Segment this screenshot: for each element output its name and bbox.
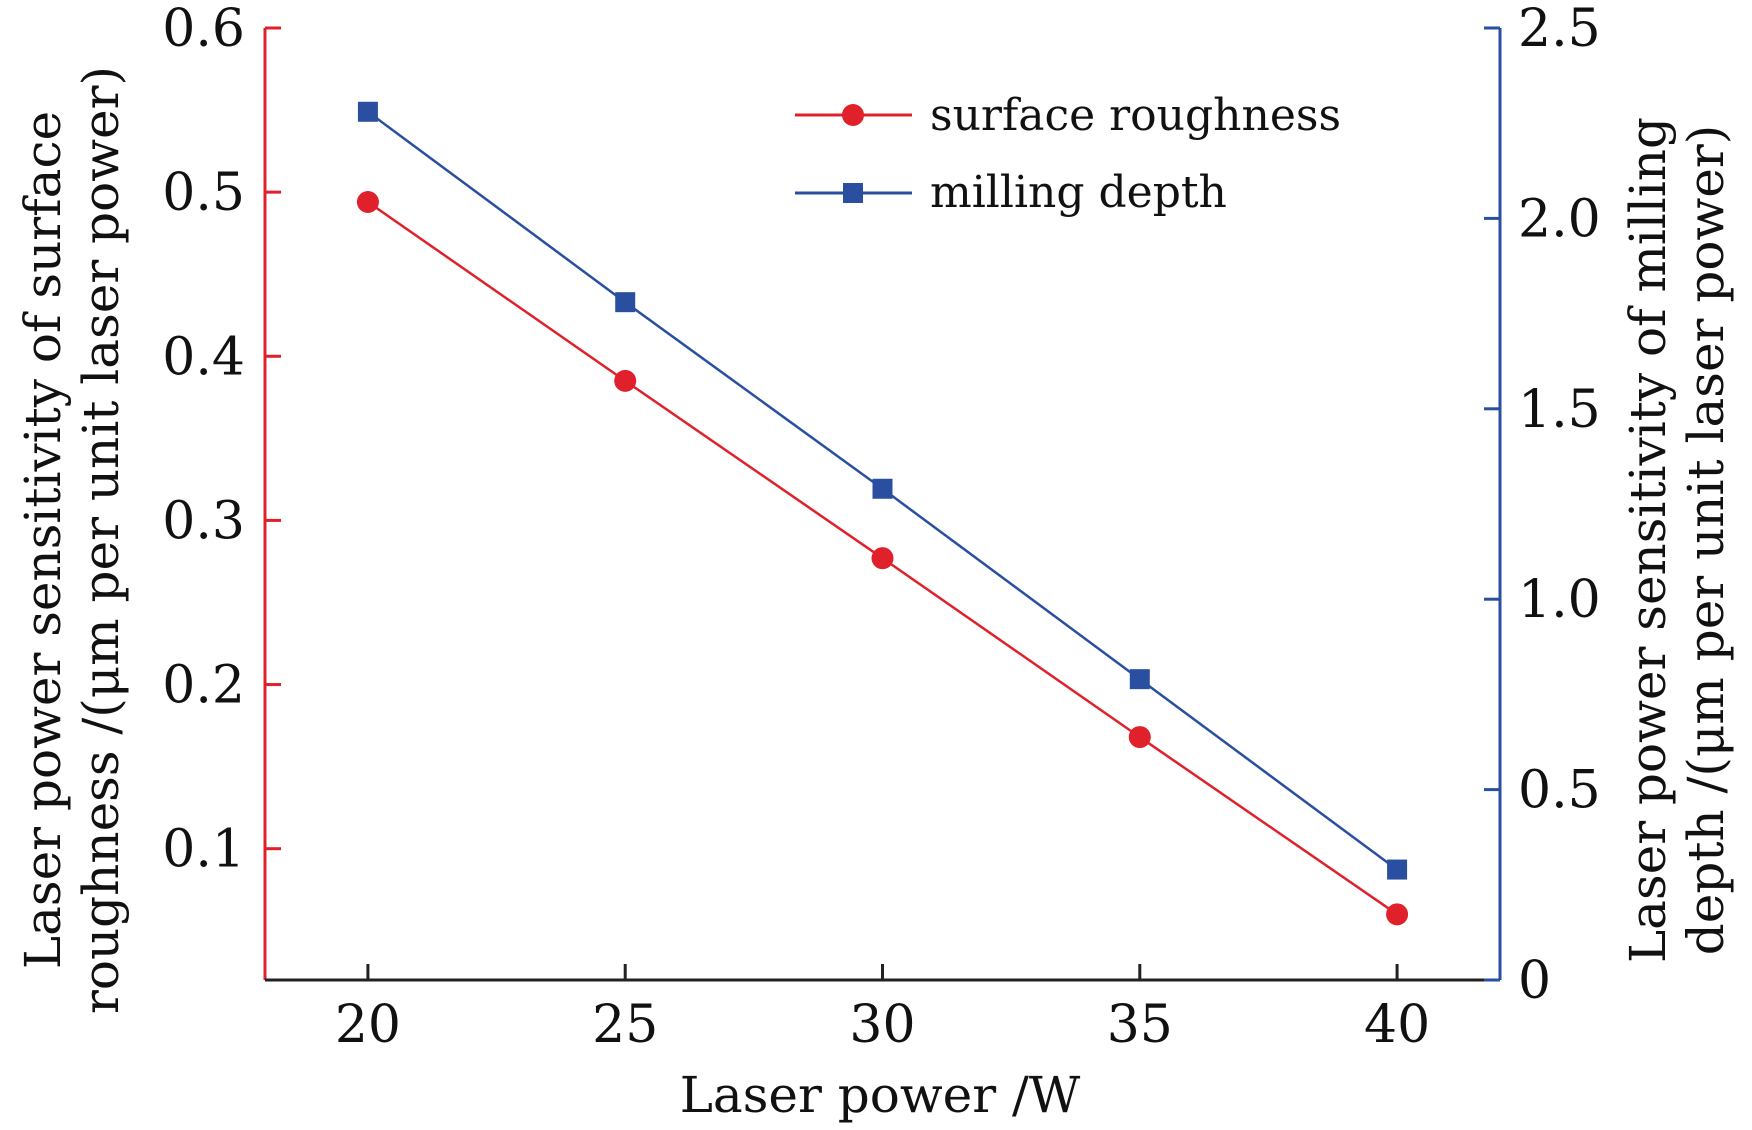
left-axis-title-line-2: roughness /(μm per unit laser power) [72,66,130,1014]
x-axis-title: Laser power /W [680,1066,1081,1124]
right-tick-label: 1.5 [1518,380,1601,440]
x-tick-label: 25 [592,995,658,1055]
data-point-milling-depth [1129,669,1150,690]
right-axis-title-line-1: Laser power sensitivity of milling [1619,117,1677,963]
data-point-surface-roughness [1386,903,1409,926]
right-axis-title-line-2: depth /(μm per unit laser power) [1677,125,1735,955]
x-tick-label: 20 [335,995,401,1055]
tick-labels: 20 25 30 35 40 0.1 0.2 0.3 0.4 0.5 0.6 0 0.5 1.0 1.5 2.… [162,0,1600,1055]
legend-marker-milling-depth [843,183,863,203]
left-tick-label: 0.1 [162,820,245,880]
series-lines [367,110,1398,916]
data-point-surface-roughness [1128,726,1151,749]
data-point-surface-roughness [871,547,894,570]
legend: surface roughness milling depth [795,90,1341,218]
data-point-surface-roughness [356,190,379,213]
legend-label-milling-depth: milling depth [930,167,1227,218]
x-tick-label: 30 [849,995,915,1055]
x-tick-label: 40 [1364,995,1430,1055]
right-tick-label: 1.0 [1518,570,1601,630]
data-point-surface-roughness [614,369,637,392]
left-tick-label: 0.2 [162,656,245,716]
legend-label-surface-roughness: surface roughness [930,90,1341,141]
left-tick-label: 0.3 [162,491,245,551]
right-tick-label: 2.5 [1518,0,1601,59]
right-tick-label: 0 [1518,951,1551,1011]
data-point-milling-depth [357,101,378,122]
x-tick-label: 35 [1107,995,1173,1055]
right-tick-label: 0.5 [1518,761,1601,821]
left-tick-label: 0.4 [162,327,245,387]
data-point-milling-depth [615,292,636,313]
left-axis-title-line-1: Laser power sensitivity of surface [14,111,72,969]
right-tick-label: 2.0 [1518,189,1601,249]
left-tick-label: 0.6 [162,0,245,59]
data-point-milling-depth [1387,859,1408,880]
series-markers [356,101,1409,926]
axes [263,26,1502,982]
left-tick-label: 0.5 [162,163,245,223]
data-point-milling-depth [872,478,893,499]
legend-marker-surface-roughness [842,104,864,126]
